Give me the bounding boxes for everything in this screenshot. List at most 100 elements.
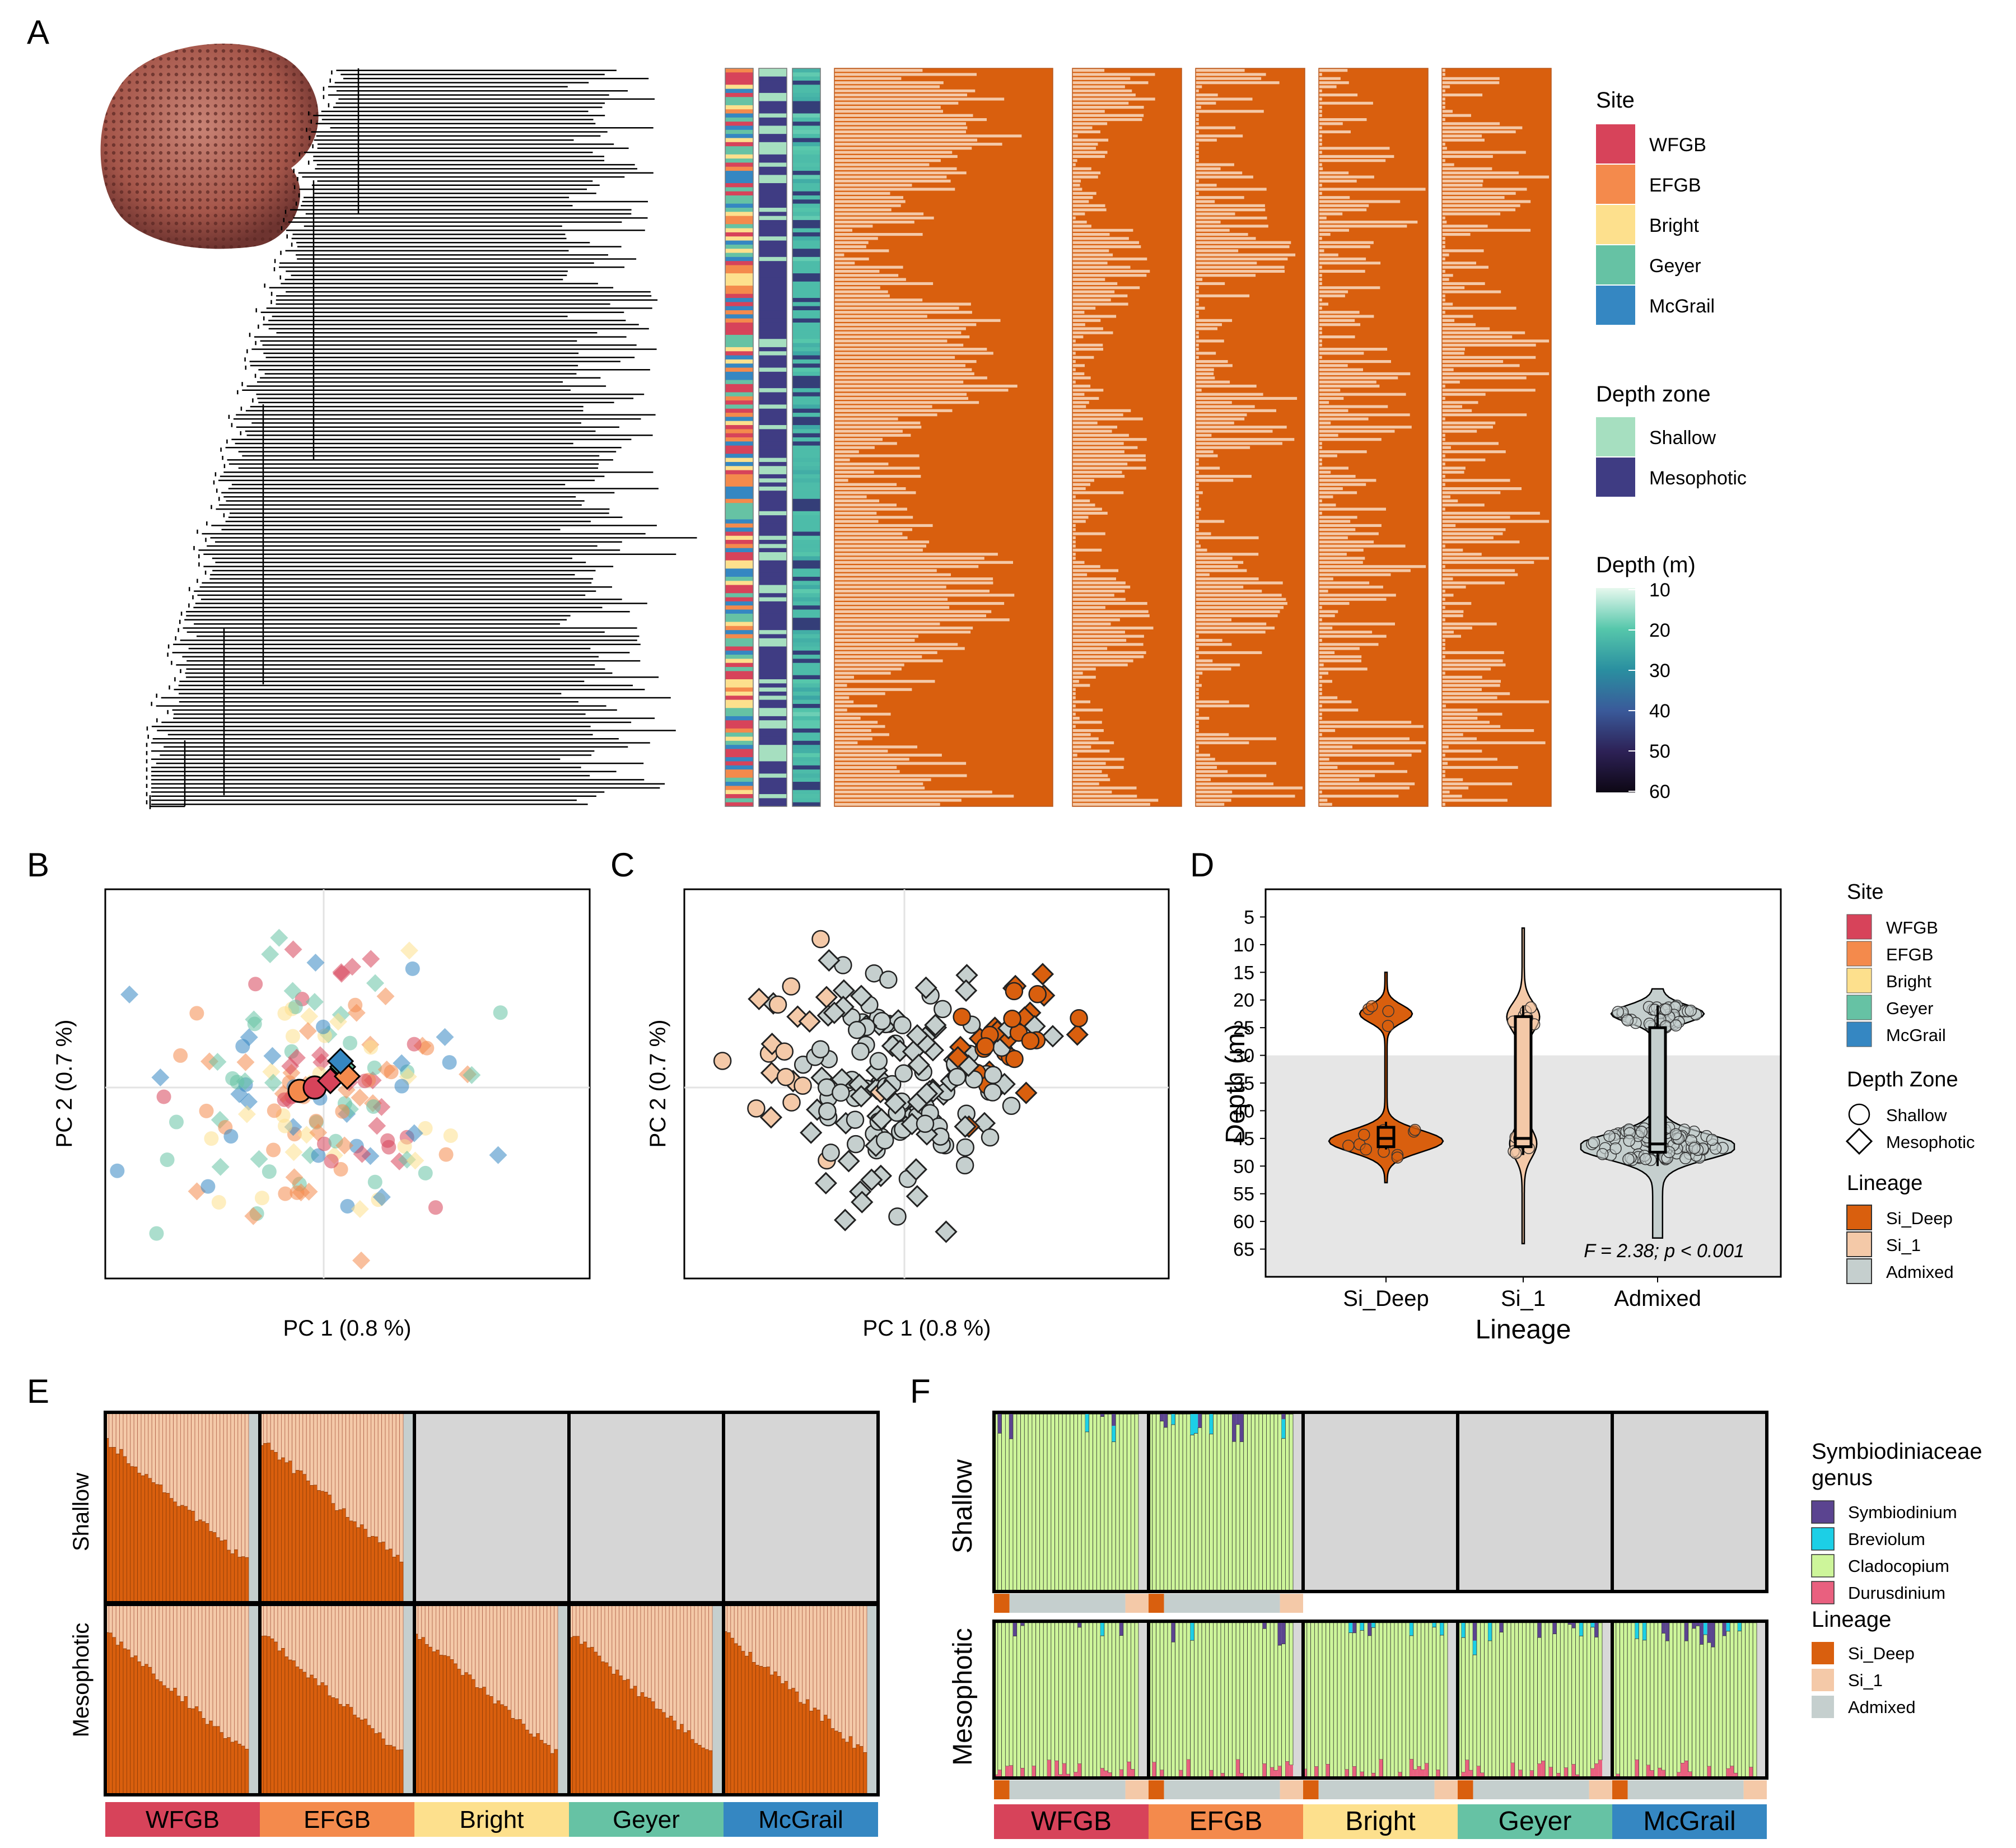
legend-mesophotic-icon — [1845, 1127, 1873, 1155]
structure-bar-si1 — [489, 1604, 494, 1697]
structure-bar-sideep — [371, 1536, 375, 1603]
strip-depth-cell — [792, 732, 820, 738]
structure-bar-sideep — [475, 1687, 479, 1795]
strip-site-cell — [725, 113, 753, 118]
bar-durusdinium — [1262, 1763, 1267, 1778]
structure-border — [1195, 68, 1305, 807]
strip-site-cell — [725, 232, 753, 237]
strip-depth-cell — [792, 777, 820, 782]
strip-site-cell — [725, 117, 753, 122]
bar-cladocopium — [1394, 1622, 1399, 1779]
strip-site-cell — [725, 655, 753, 659]
structure-bar-si1 — [108, 1412, 113, 1448]
bar-cladocopium — [1258, 1413, 1263, 1592]
strip-site-cell — [725, 597, 753, 602]
site-strip-efgb — [260, 1802, 414, 1837]
violin-point — [1639, 1152, 1652, 1165]
bar-cladocopium — [1209, 1622, 1214, 1771]
structure-bar-si1 — [841, 1604, 846, 1739]
bar-cladocopium — [1228, 1413, 1233, 1592]
pca-c-point — [875, 1131, 894, 1150]
strip-depth-cell — [792, 376, 820, 380]
structure-bar-sideep — [230, 1553, 235, 1603]
structure-border — [1441, 68, 1552, 807]
structure-bar-si1 — [594, 1604, 598, 1653]
pca-b-point — [419, 1040, 435, 1056]
structure-bar-si1 — [496, 1604, 501, 1701]
structure-bar-si1 — [331, 1604, 335, 1698]
structure-bar-sideep — [313, 1678, 318, 1795]
bar-cladocopium — [1718, 1622, 1723, 1779]
bar-cladocopium — [1541, 1622, 1546, 1762]
structure-bar-sideep — [158, 1485, 163, 1603]
structure-bar-si1 — [335, 1604, 339, 1699]
strip-zone-cell — [759, 306, 787, 311]
strip-zone-cell — [759, 101, 787, 106]
structure-bar-sideep — [176, 1696, 181, 1795]
strip-site-cell — [725, 129, 753, 134]
strip-site-cell — [725, 712, 753, 717]
strip-depth-cell — [792, 290, 820, 295]
strip-site-cell — [725, 728, 753, 733]
bar-cladocopium — [1009, 1622, 1014, 1766]
strip-site-cell — [725, 138, 753, 143]
bar-cladocopium — [1560, 1622, 1565, 1779]
bar-cladocopium — [1254, 1413, 1259, 1592]
structure-bar-si1 — [755, 1604, 760, 1665]
pca-c-point — [759, 1106, 783, 1129]
structure-facet — [413, 1411, 571, 1604]
structure-bar-si1 — [245, 1604, 249, 1749]
structure-bar-si1 — [543, 1604, 548, 1744]
bar-breviolum — [1432, 1622, 1436, 1627]
strip-zone-cell — [759, 740, 787, 745]
structure-bar-si1 — [626, 1604, 631, 1680]
pca-c-point — [846, 1135, 865, 1154]
bar-cladocopium — [1077, 1627, 1082, 1765]
bar-cladocopium — [1326, 1622, 1330, 1765]
pca-b-point — [306, 953, 325, 972]
bar-cladocopium — [1224, 1413, 1229, 1592]
strip-depth-cell — [792, 281, 820, 286]
violins — [1328, 927, 1735, 1244]
pca-c-point — [884, 1091, 907, 1115]
violin-point — [1391, 1151, 1404, 1164]
pca-b-point — [285, 1029, 300, 1044]
legend-zone-label: Mesophotic — [1649, 468, 1747, 489]
structure-bar-sideep — [755, 1665, 760, 1795]
structure-bar-si1 — [198, 1412, 203, 1520]
structure-bar-sideep — [363, 1719, 368, 1795]
structure-bar-si1 — [590, 1604, 595, 1648]
strip-depth-cell — [792, 482, 820, 487]
bar-symbiodinium — [1722, 1621, 1726, 1636]
panel-label-b: B — [27, 846, 49, 884]
site-strip-label: Bright — [460, 1806, 524, 1833]
structure-bar-sideep — [281, 1457, 286, 1603]
structure-bar-si1 — [777, 1604, 781, 1677]
structure-facet — [258, 1411, 416, 1604]
violin-point — [1706, 1133, 1719, 1146]
bar-cladocopium — [1051, 1622, 1056, 1779]
strip-site-cell — [725, 572, 753, 577]
structure-bar-sideep — [594, 1651, 598, 1795]
structure-bar-si1 — [302, 1412, 307, 1475]
bar-symbiodinium — [1012, 1621, 1017, 1636]
bar-durusdinium — [1239, 1773, 1244, 1778]
bar-symbiodinium — [1100, 1412, 1104, 1417]
structure-bar-sideep — [115, 1453, 120, 1603]
bar-cladocopium — [1074, 1622, 1078, 1773]
pca-b-point — [237, 1105, 256, 1123]
violin-point — [1660, 1003, 1672, 1016]
structure-bar-si1 — [738, 1604, 742, 1646]
tree-branches — [146, 68, 697, 809]
structure-bar-si1 — [848, 1604, 853, 1737]
bar-symbiodinium — [1552, 1621, 1557, 1634]
bar-breviolum — [1371, 1622, 1375, 1628]
bar-cladocopium — [1285, 1622, 1290, 1762]
bar-cladocopium — [1333, 1622, 1338, 1779]
structure-bar-si1 — [694, 1604, 698, 1744]
strip-depth-cell — [792, 736, 820, 741]
bar-cladocopium — [1156, 1413, 1160, 1592]
bar-cladocopium — [1695, 1625, 1700, 1779]
